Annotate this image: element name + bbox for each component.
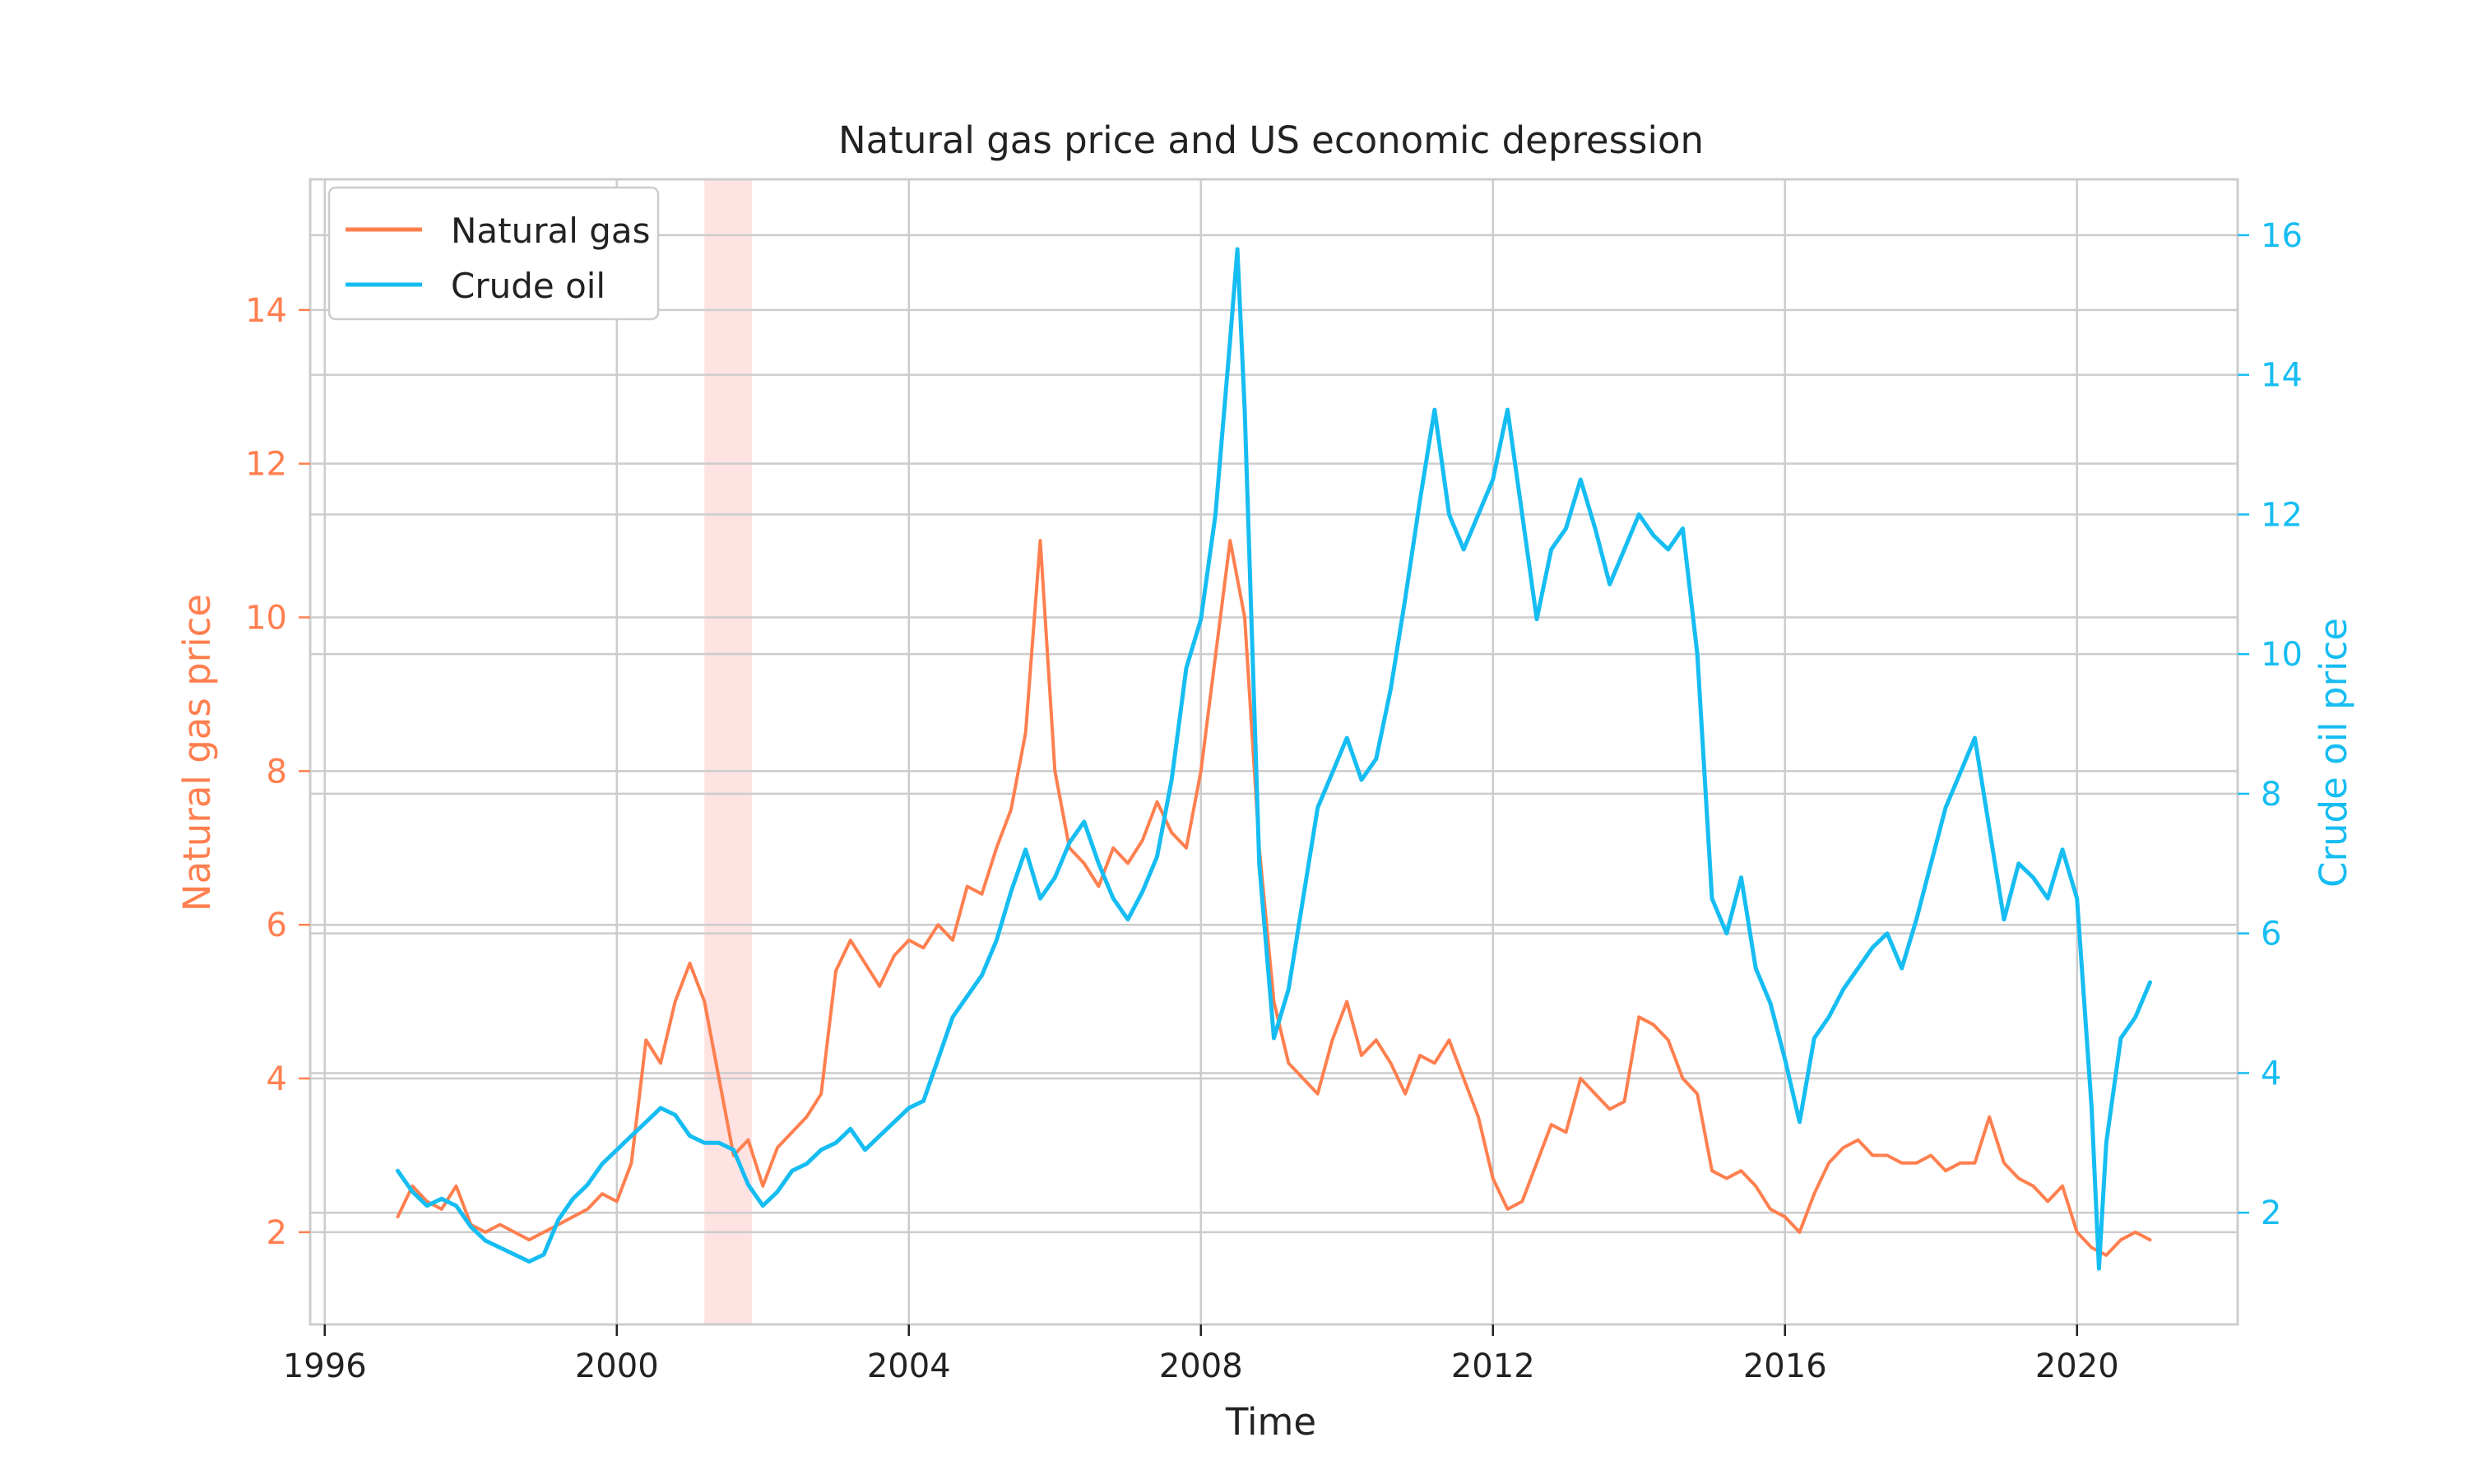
y-right-tick-label: 8 [2261, 776, 2281, 814]
y-left-tick-label: 14 [245, 292, 287, 330]
y-left-tick-label: 10 [245, 600, 287, 638]
y-right-tick-label: 14 [2261, 357, 2303, 395]
y-left-tick-label: 2 [267, 1214, 287, 1252]
legend-label-crude-oil: Crude oil [451, 266, 605, 306]
y-right-tick-label: 4 [2261, 1055, 2281, 1092]
legend-label-natural-gas: Natural gas [451, 211, 651, 251]
legend: Natural gas Crude oil [329, 188, 658, 319]
x-tick-label: 2020 [2035, 1347, 2119, 1385]
x-tick-label: 1996 [283, 1347, 367, 1385]
y-axis-label-left: Natural gas price [175, 594, 219, 911]
chart-title: Natural gas price and US economic depres… [838, 118, 1704, 162]
y-right-tick-label: 12 [2261, 496, 2303, 534]
y-right-tick-label: 6 [2261, 916, 2281, 953]
x-axis-label: Time [1225, 1400, 1316, 1444]
y-axis-label-right: Crude oil price [2312, 618, 2355, 888]
x-tick-label: 2004 [867, 1347, 951, 1385]
y-right-tick-label: 16 [2261, 217, 2303, 255]
y-right-tick-label: 10 [2261, 636, 2303, 674]
y-left-tick-label: 8 [267, 753, 287, 791]
y-left-tick-label: 12 [245, 446, 287, 484]
y-right-tick-label: 2 [2261, 1194, 2281, 1232]
y-left-tick-label: 4 [267, 1060, 287, 1098]
x-tick-label: 2008 [1159, 1347, 1243, 1385]
x-tick-label: 2016 [1743, 1347, 1827, 1385]
recession-band [704, 179, 752, 1324]
recession-band-layer [704, 179, 752, 1324]
x-tick-label: 2012 [1451, 1347, 1535, 1385]
y-left-tick-label: 6 [267, 907, 287, 944]
x-tick-label: 2000 [575, 1347, 659, 1385]
